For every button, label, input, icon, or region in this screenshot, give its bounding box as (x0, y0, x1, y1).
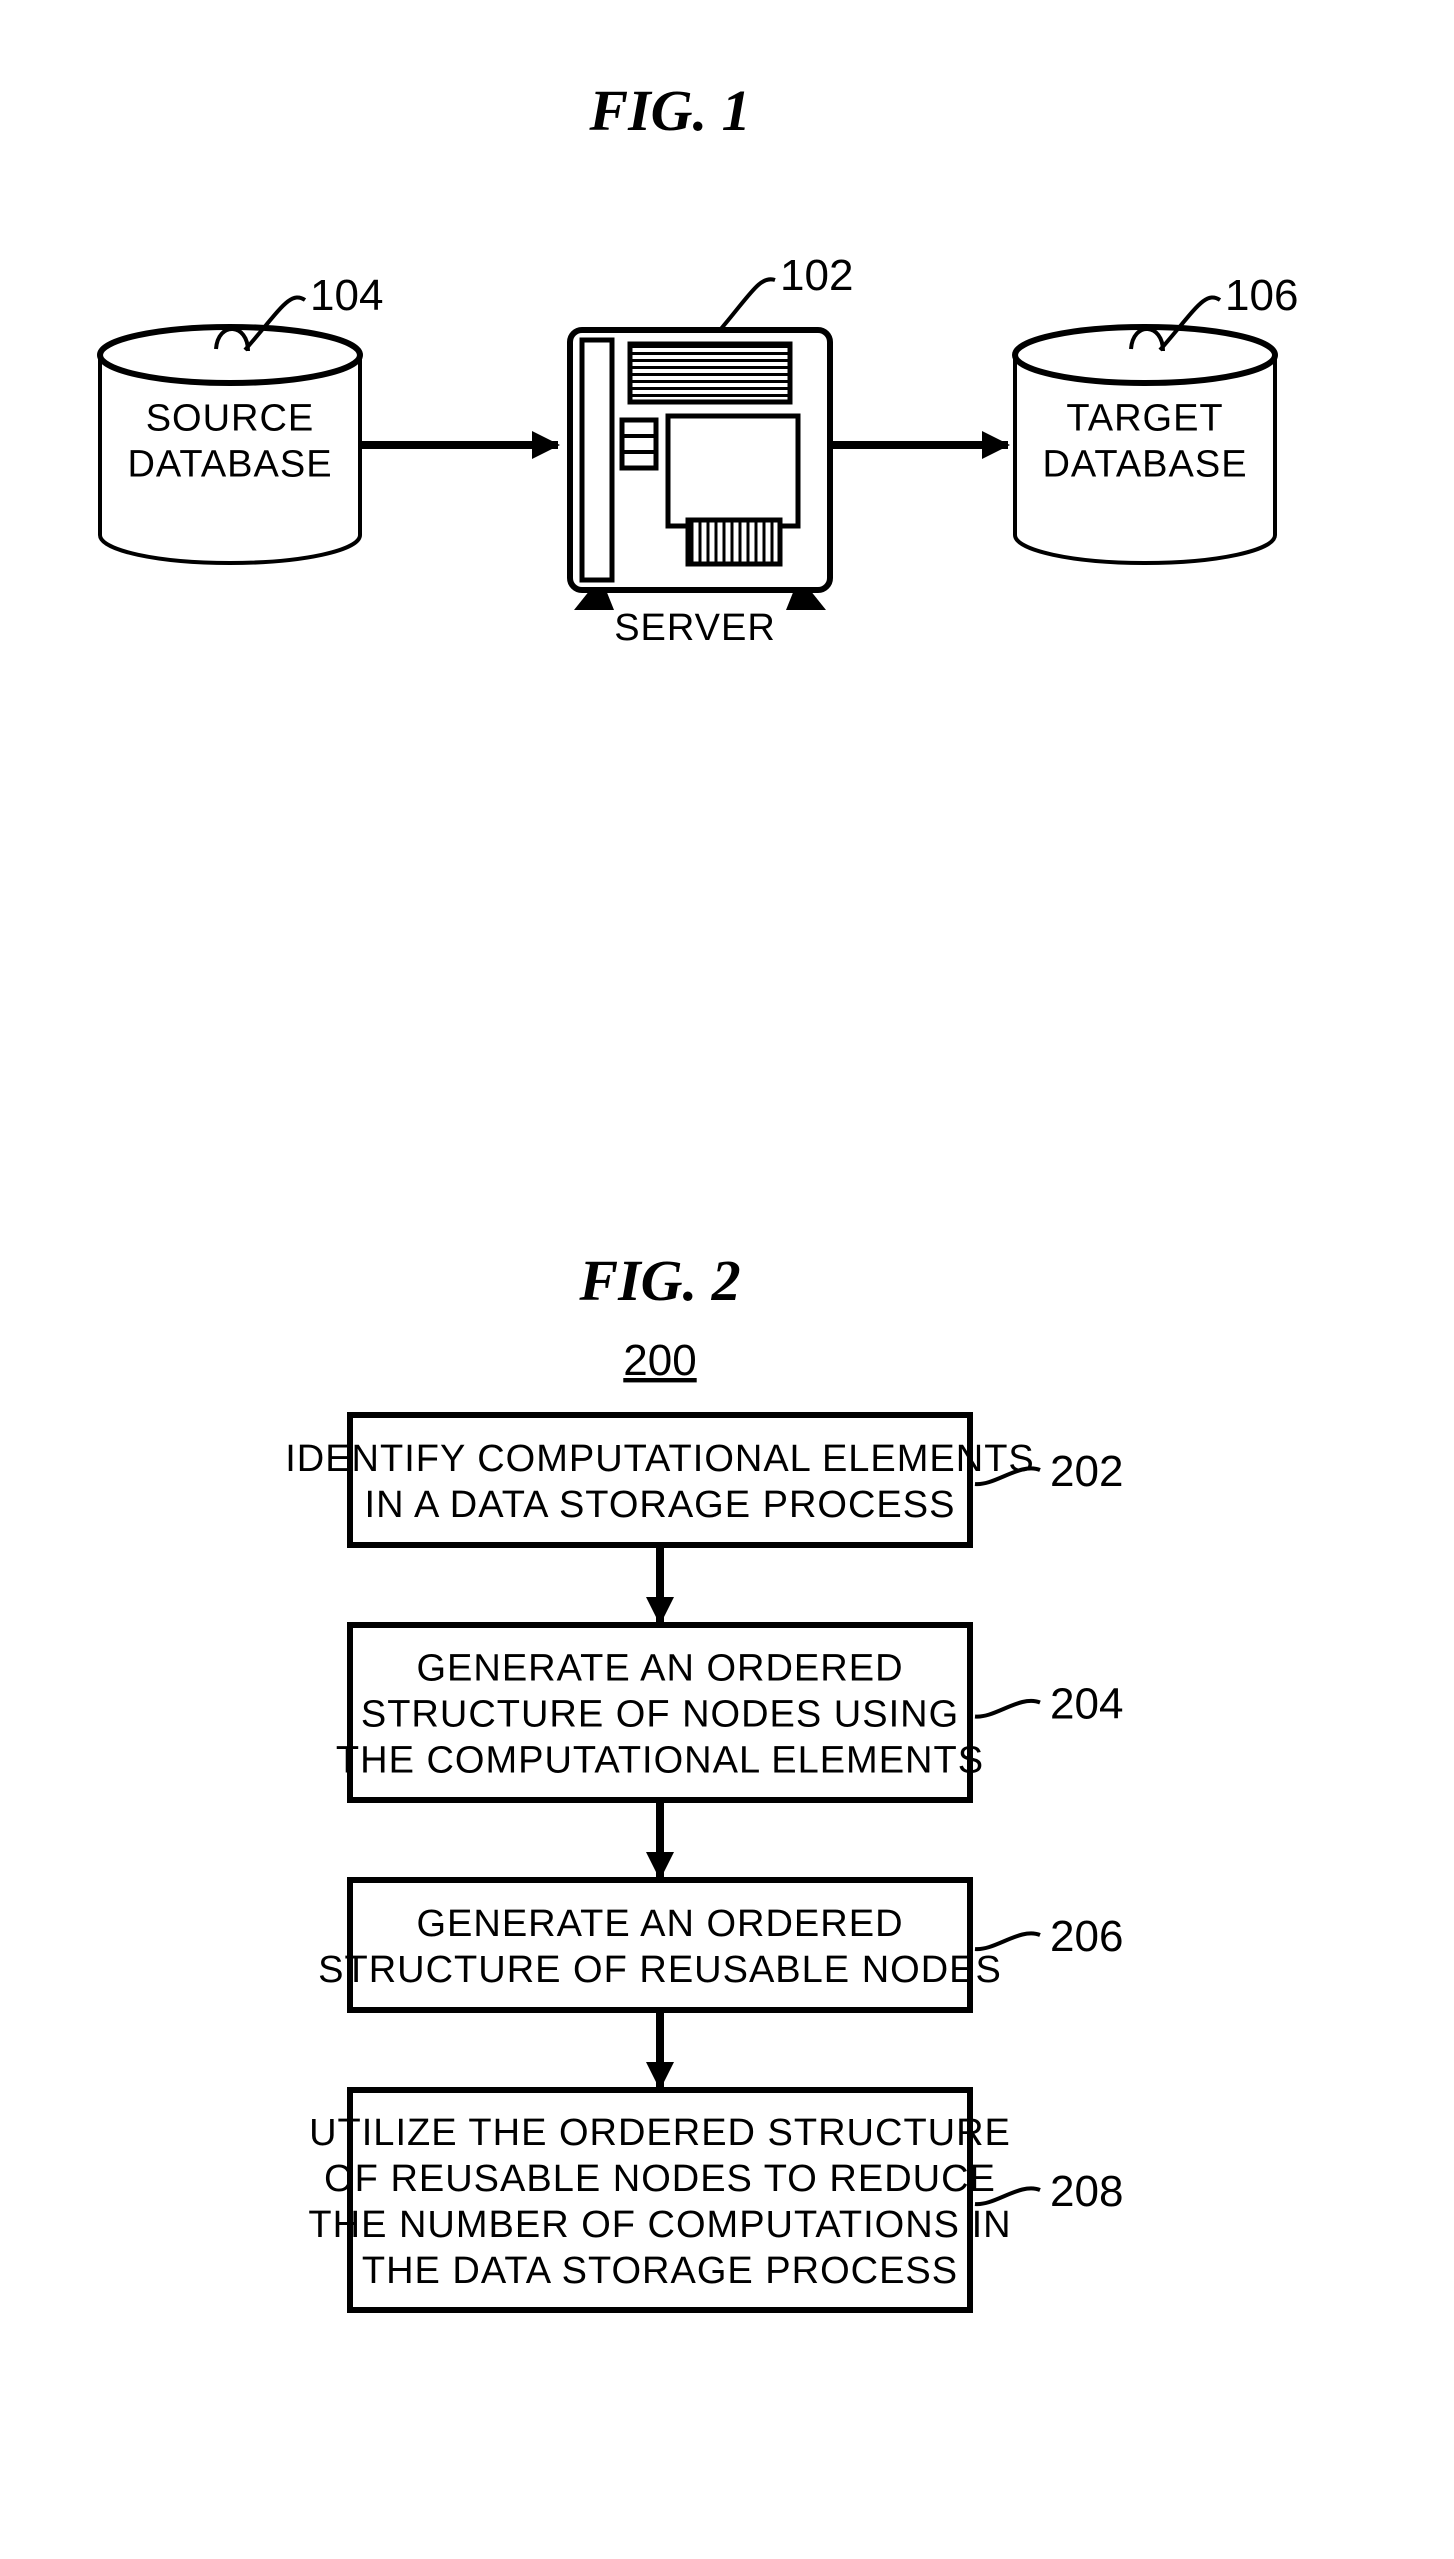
step-208-line-4: THE DATA STORAGE PROCESS (362, 2250, 958, 2292)
step-204-line-3: THE COMPUTATIONAL ELEMENTS (336, 1740, 984, 1782)
target-database-label-1: TARGET (1066, 398, 1223, 440)
patent-figures: FIG. 1SOURCEDATABASE104SERVER102TARGETDA… (0, 0, 1454, 2559)
step-206-ref: 206 (1050, 1912, 1123, 1961)
step-206: GENERATE AN ORDEREDSTRUCTURE OF REUSABLE… (318, 1880, 1123, 2010)
arrow-to-208 (646, 2010, 674, 2090)
target-database-ref: 106 (1225, 271, 1298, 320)
step-208-ref: 208 (1050, 2167, 1123, 2216)
step-208: UTILIZE THE ORDERED STRUCTUREOF REUSABLE… (308, 2090, 1123, 2310)
fig1-title: FIG. 1 (588, 78, 750, 143)
step-204-ref: 204 (1050, 1680, 1123, 1729)
arrow-server-to-target (830, 431, 1010, 459)
step-204-line-2: STRUCTURE OF NODES USING (361, 1694, 959, 1736)
source-database-label-1: SOURCE (146, 398, 315, 440)
step-208-line-3: THE NUMBER OF COMPUTATIONS IN (308, 2204, 1011, 2246)
arrow-to-206 (646, 1800, 674, 1880)
target-database: TARGETDATABASE 106 (1015, 271, 1298, 563)
step-206-line-2: STRUCTURE OF REUSABLE NODES (318, 1949, 1002, 1991)
step-206-line-1: GENERATE AN ORDERED (416, 1903, 903, 1945)
target-database-label-2: DATABASE (1042, 444, 1247, 486)
source-database: SOURCEDATABASE 104 (100, 271, 383, 563)
step-208-line-2: OF REUSABLE NODES TO REDUCE (324, 2158, 996, 2200)
step-202-line-2: IN A DATA STORAGE PROCESS (365, 1484, 956, 1526)
source-database-ref: 104 (310, 271, 383, 320)
server: SERVER 102 (570, 251, 853, 649)
fig2-method-ref: 200 (623, 1336, 696, 1385)
step-202-line-1: IDENTIFY COMPUTATIONAL ELEMENTS (285, 1438, 1035, 1480)
arrow-source-to-server (360, 431, 560, 459)
step-204: GENERATE AN ORDEREDSTRUCTURE OF NODES US… (336, 1625, 1123, 1800)
arrow-to-204 (646, 1545, 674, 1625)
step-204-line-1: GENERATE AN ORDERED (416, 1648, 903, 1690)
server-label: SERVER (614, 607, 776, 649)
figure-1: FIG. 1SOURCEDATABASE104SERVER102TARGETDA… (100, 78, 1298, 649)
server-ref: 102 (780, 251, 853, 300)
step-202-ref: 202 (1050, 1447, 1123, 1496)
fig2-title: FIG. 2 (578, 1248, 740, 1313)
step-208-line-1: UTILIZE THE ORDERED STRUCTURE (309, 2112, 1011, 2154)
step-202: IDENTIFY COMPUTATIONAL ELEMENTSIN A DATA… (285, 1415, 1123, 1545)
figure-2: FIG. 2 200 IDENTIFY COMPUTATIONAL ELEMENTS… (285, 1248, 1123, 2310)
source-database-label-2: DATABASE (127, 444, 332, 486)
